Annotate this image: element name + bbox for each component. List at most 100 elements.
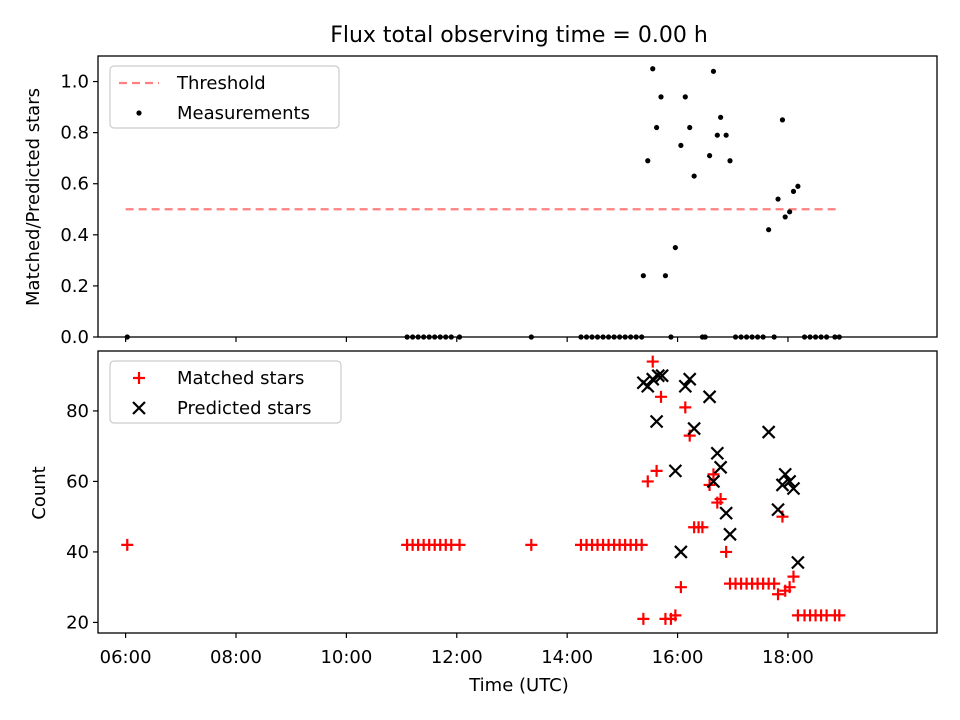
top-y-tick-label: 0.4 <box>60 225 89 246</box>
matched-stars-point <box>768 577 781 590</box>
measurements-point <box>775 196 781 202</box>
x-tick-label: 18:00 <box>762 647 814 668</box>
matched-stars-point <box>707 468 720 481</box>
matched-stars-point <box>833 609 846 622</box>
measurements-point <box>779 117 786 123</box>
measurements-point <box>687 124 693 131</box>
predicted-stars-point <box>649 414 664 429</box>
predicted-stars-point <box>687 421 701 436</box>
bottom-axes-frame <box>97 350 938 634</box>
bottom-y-axis-label: Count <box>29 466 50 519</box>
matched-stars-point <box>669 609 682 622</box>
legend-matched-stars-label: Matched stars <box>177 368 304 389</box>
matched-stars-point <box>655 390 668 403</box>
predicted-stars-point <box>706 474 721 489</box>
measurements-point <box>682 94 688 100</box>
measurements-point <box>790 188 797 194</box>
legend-predicted-stars-swatch <box>132 401 146 415</box>
chart-title: Flux total observing time = 0.00 h <box>330 23 708 48</box>
predicted-stars-point <box>791 555 805 570</box>
predicted-stars-point <box>775 478 790 492</box>
measurements-point <box>706 153 713 159</box>
measurements-point <box>650 66 656 72</box>
predicted-stars-point <box>713 460 728 475</box>
predicted-stars-point <box>778 467 792 482</box>
x-tick-label: 16:00 <box>652 647 704 668</box>
predicted-stars-point <box>702 390 717 404</box>
predicted-stars-point <box>640 379 655 394</box>
top-y-tick-label: 0.2 <box>60 276 89 297</box>
measurements-point <box>727 158 733 164</box>
matched-stars-point <box>714 493 727 506</box>
measurements-point <box>672 244 678 251</box>
matched-stars-point <box>783 581 796 594</box>
predicted-stars-point <box>678 379 693 394</box>
predicted-stars-point <box>674 545 688 559</box>
matched-stars-point <box>720 545 733 558</box>
predicted-stars-point <box>723 527 737 542</box>
matched-stars-point <box>637 612 650 625</box>
bottom-y-tick-label: 60 <box>66 471 89 492</box>
top-axes-frame <box>97 55 938 338</box>
measurements-point <box>782 214 788 220</box>
predicted-stars-point <box>710 446 725 461</box>
bottom-y-tick-label: 20 <box>66 612 89 633</box>
measurements-point <box>795 183 801 189</box>
predicted-stars-point <box>682 372 697 386</box>
measurements-point <box>640 273 646 279</box>
bottom-legend <box>109 360 342 424</box>
predicted-stars-point <box>761 425 776 439</box>
x-tick-label: 12:00 <box>431 647 483 668</box>
measurements-point <box>714 132 720 138</box>
matched-stars-point <box>635 538 648 551</box>
matched-stars-point <box>453 538 466 551</box>
predicted-stars-point <box>786 481 801 496</box>
matched-stars-point <box>679 401 692 414</box>
matched-stars-point <box>641 475 654 488</box>
x-tick-label: 06:00 <box>100 647 152 668</box>
ratio-panel: 0.0 0.2 0.4 0.6 0.8 1.0 Threshold Measurements <box>60 55 938 348</box>
matched-stars-point <box>772 588 785 601</box>
bottom-y-tick-label: 80 <box>66 401 89 422</box>
bottom-y-tick-label: 40 <box>66 542 89 563</box>
measurements-point <box>710 68 717 74</box>
matched-stars-point <box>650 464 663 477</box>
x-axis-label: Time (UTC) <box>468 675 569 696</box>
measurements-point <box>787 209 793 215</box>
legend-measurements-swatch <box>136 110 142 116</box>
measurements-point <box>658 94 664 100</box>
measurements-point <box>691 173 697 179</box>
x-tick-label: 10:00 <box>320 647 372 668</box>
measurements-point <box>766 227 772 233</box>
predicted-stars-point <box>719 506 733 520</box>
measurements-point <box>723 132 729 138</box>
predicted-stars-point <box>668 464 683 478</box>
predicted-stars-point <box>771 502 785 517</box>
matched-stars-point <box>525 538 538 551</box>
top-y-axis-label: Matched/Predicted stars <box>23 88 44 306</box>
measurements-point <box>645 158 651 164</box>
matched-stars-point <box>674 581 687 594</box>
legend-threshold-label: Threshold <box>176 73 266 94</box>
measurements-point <box>662 273 669 279</box>
top-y-tick-label: 1.0 <box>60 72 89 93</box>
matched-stars-point <box>696 521 709 534</box>
legend-predicted-stars-label: Predicted stars <box>177 398 311 419</box>
x-tick-label: 14:00 <box>541 647 593 668</box>
matched-stars-point <box>121 538 134 551</box>
predicted-stars-point <box>655 368 669 383</box>
matched-stars-point <box>646 355 659 368</box>
legend-matched-stars-swatch <box>133 372 145 384</box>
top-y-tick-label: 0.6 <box>60 174 89 195</box>
top-legend <box>109 65 340 129</box>
predicted-stars-point <box>651 368 666 383</box>
measurements-point <box>678 142 684 149</box>
measurements-point <box>718 114 724 120</box>
legend-measurements-label: Measurements <box>177 103 310 124</box>
matched-stars-point <box>787 570 800 583</box>
top-y-tick-label: 0.8 <box>60 123 89 144</box>
top-y-tick-label: 0.0 <box>60 327 89 348</box>
x-tick-label: 08:00 <box>210 647 262 668</box>
count-panel: 20 40 60 80 06:00 08:00 10:00 12:00 14:00 16:00 18… <box>66 350 938 668</box>
